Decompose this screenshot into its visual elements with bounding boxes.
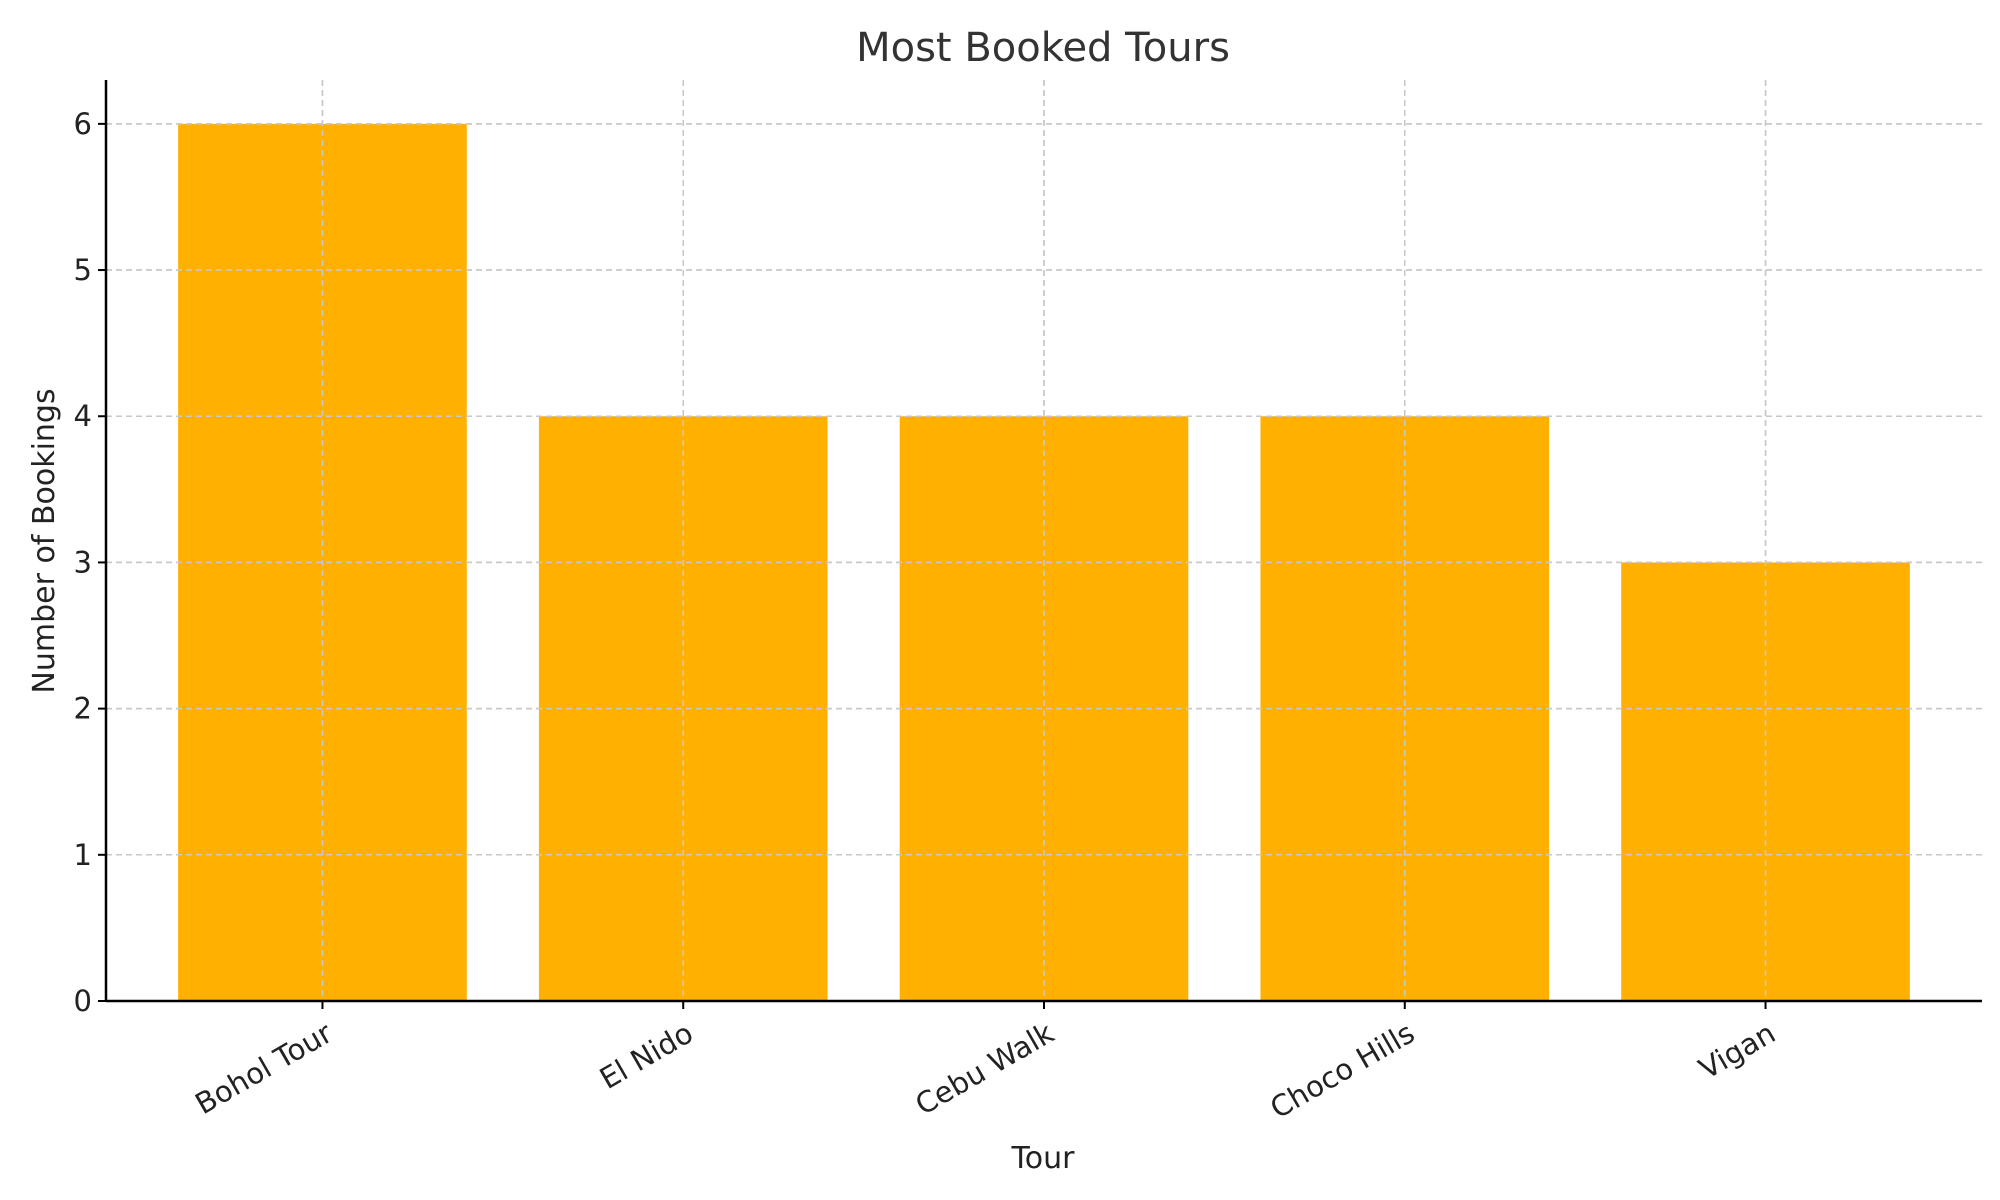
x-tick-label: El Nido <box>594 1016 699 1096</box>
y-tick-label: 4 <box>74 399 92 433</box>
y-tick-label: 1 <box>74 838 92 872</box>
bars <box>106 80 1982 1002</box>
y-tick-label: 6 <box>74 107 92 141</box>
x-tick-label: Cebu Walk <box>910 1016 1060 1122</box>
x-tick-label: Choco Hills <box>1264 1016 1420 1126</box>
y-axis-label: Number of Bookings <box>27 388 62 693</box>
y-tick-label: 0 <box>74 984 92 1018</box>
x-tick-label: Bohol Tour <box>189 1016 338 1121</box>
y-tick-label: 5 <box>74 253 92 287</box>
x-axis-label: Tour <box>1011 1141 1076 1176</box>
chart-title: Most Booked Tours <box>856 25 1230 71</box>
y-tick-label: 2 <box>74 692 92 726</box>
x-tick-label: Vigan <box>1693 1016 1781 1086</box>
y-tick-label: 3 <box>74 545 92 579</box>
